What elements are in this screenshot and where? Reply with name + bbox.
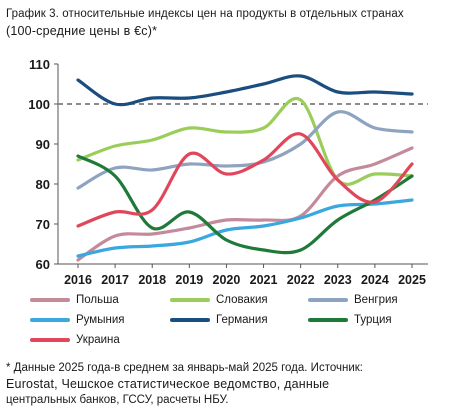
x-tick-label: 2016 bbox=[64, 273, 92, 287]
legend-swatch bbox=[30, 318, 70, 322]
legend-item-6: Украина bbox=[30, 334, 120, 346]
x-tick-label: 2018 bbox=[138, 273, 166, 287]
y-tick-label: 100 bbox=[28, 97, 50, 112]
legend-item-5: Турция bbox=[308, 314, 392, 326]
y-tick-label: 80 bbox=[36, 177, 50, 192]
x-tick-label: 2017 bbox=[101, 273, 129, 287]
x-tick-label: 2024 bbox=[361, 273, 389, 287]
series-line-2 bbox=[76, 110, 414, 190]
series-line-3 bbox=[76, 198, 414, 258]
legend-swatch bbox=[308, 318, 348, 322]
legend-item-0: Польша bbox=[30, 294, 119, 306]
legend-item-2: Венгрия bbox=[308, 294, 398, 306]
footnote-line3: центральных банков, ГССУ, расчеты НБУ. bbox=[6, 394, 229, 406]
series-line-6 bbox=[76, 132, 414, 228]
y-tick-label: 110 bbox=[29, 57, 50, 72]
legend-swatch bbox=[30, 298, 70, 302]
y-tick-label: 90 bbox=[36, 137, 50, 152]
legend-swatch bbox=[170, 318, 210, 322]
legend-item-1: Словакия bbox=[170, 294, 268, 306]
legend-item-3: Румыния bbox=[30, 314, 124, 326]
series-line-1 bbox=[76, 96, 414, 186]
footnote-line2: Eurostat, Чешское статистическое ведомст… bbox=[6, 377, 330, 391]
legend-label: Румыния bbox=[76, 314, 125, 326]
legend-label: Польша bbox=[76, 294, 119, 306]
series-line-5 bbox=[76, 154, 414, 255]
x-tick-label: 2019 bbox=[175, 273, 203, 287]
x-tick-label: 2025 bbox=[398, 273, 426, 287]
legend-label: Украина bbox=[76, 334, 120, 346]
y-tick-label: 70 bbox=[36, 217, 50, 232]
legend-item-4: Германия bbox=[170, 314, 268, 326]
legend-label: Турция bbox=[354, 314, 392, 326]
x-tick-label: 2021 bbox=[250, 273, 278, 287]
line-chart: 60 70 80 90 100 110 2016 2017 2018 2019 2020 2021 20… bbox=[28, 57, 428, 287]
legend-label: Германия bbox=[216, 314, 268, 326]
series-line-0 bbox=[76, 146, 414, 262]
legend-label: Венгрия bbox=[354, 294, 398, 306]
footnote: * Данные 2025 года-в среднем за январь-м… bbox=[6, 360, 452, 408]
x-tick-label: 2023 bbox=[324, 273, 352, 287]
series-line-4 bbox=[76, 74, 414, 107]
legend-swatch bbox=[30, 338, 70, 342]
legend-label: Словакия bbox=[216, 294, 268, 306]
y-tick-label: 60 bbox=[36, 257, 50, 272]
legend-swatch bbox=[308, 298, 348, 302]
footnote-line1: * Данные 2025 года-в среднем за январь-м… bbox=[6, 362, 363, 374]
chart-title-line1: График 3. относительные индексы цен на п… bbox=[6, 8, 404, 20]
chart-title-line2: (100-средние цены в €с)* bbox=[6, 24, 158, 38]
legend-swatch bbox=[170, 298, 210, 302]
x-tick-label: 2020 bbox=[213, 273, 241, 287]
x-tick-label: 2022 bbox=[287, 273, 315, 287]
